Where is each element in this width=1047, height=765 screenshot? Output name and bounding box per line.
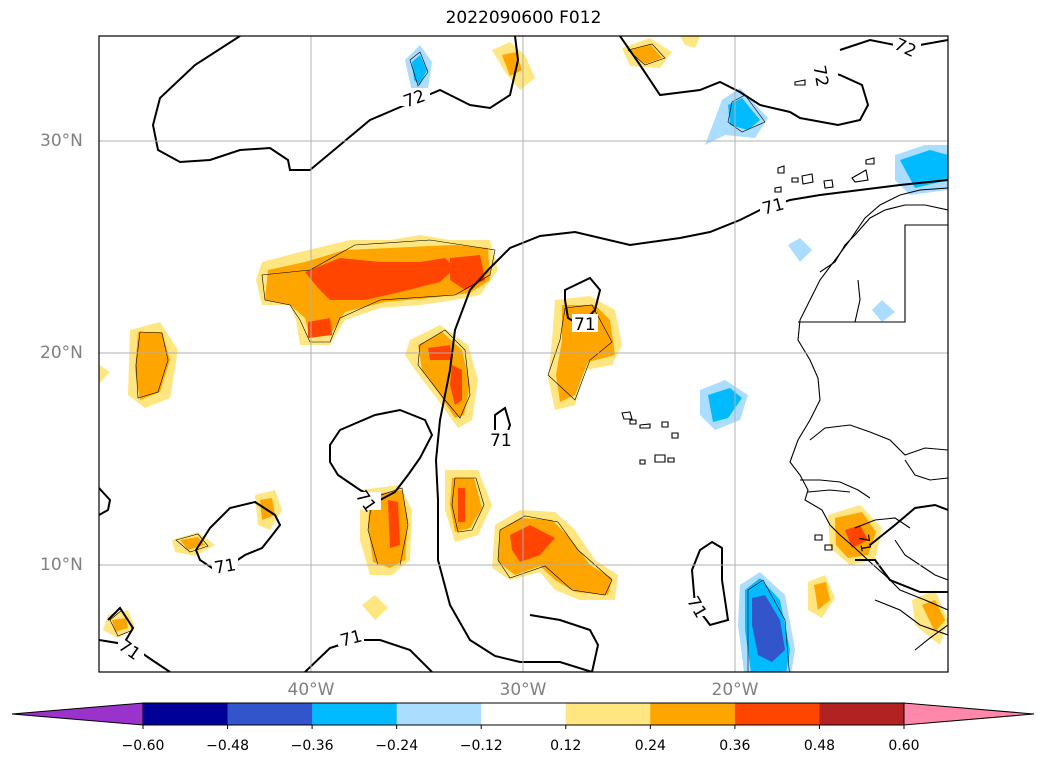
colorbar-cell [565,703,651,725]
colorbar-cell [312,703,398,725]
colorbar-tick-label: 0.60 [888,738,920,754]
colorbar-tick-label: −0.48 [206,738,249,754]
map-gridlines [99,36,948,672]
colorbar-cell [734,703,820,725]
colorbar-extend-low-arrow [11,702,144,726]
lat-label-30n: 30°N [40,131,83,151]
contour-label: 71 [213,555,238,578]
colorbar-extend-high-arrow [903,702,1035,726]
colorbar-cell [819,703,905,725]
lon-label-20w: 20°W [711,680,759,700]
colorbar-cell [650,703,736,725]
lat-label-10n: 10°N [40,555,83,575]
colorbar-frame [142,702,905,726]
colorbar-tick-label: 0.36 [719,738,751,754]
map-frame [98,35,949,673]
colorbar-cells [143,703,905,725]
lon-label-40w: 40°W [287,680,335,700]
colorbar-cell [396,703,482,725]
colorbar-cell [481,703,567,725]
contour-label: 71 [855,533,874,553]
negative-anomaly-fields [405,45,948,672]
colorbar [11,702,1035,729]
contour-label: 71 [574,315,596,335]
contour-label-group: 72 72 72 71 71 71 71 71 71 71 71 71 [115,36,921,665]
colorbar-tick-label: 0.48 [803,738,836,754]
map-title: 2022090600 F012 [445,8,602,28]
colorbar-tick-label: −0.60 [121,738,165,754]
colorbar-tick-label: −0.24 [375,738,419,754]
contour-label: 72 [808,64,831,89]
colorbar-tick-label: 0.24 [634,738,666,754]
field-outline-contours [109,43,790,672]
colorbar-tick-label: −0.36 [290,738,334,754]
lon-label-30w: 30°W [499,680,547,700]
colorbar-tick-marks [142,725,905,729]
lat-label-20n: 20°N [40,343,83,363]
contour-label: 71 [490,431,512,451]
colorbar-tick-label: 0.12 [550,738,582,754]
colorbar-tick-label: −0.12 [459,738,503,754]
colorbar-cell [227,703,313,725]
colorbar-cell [143,703,229,725]
